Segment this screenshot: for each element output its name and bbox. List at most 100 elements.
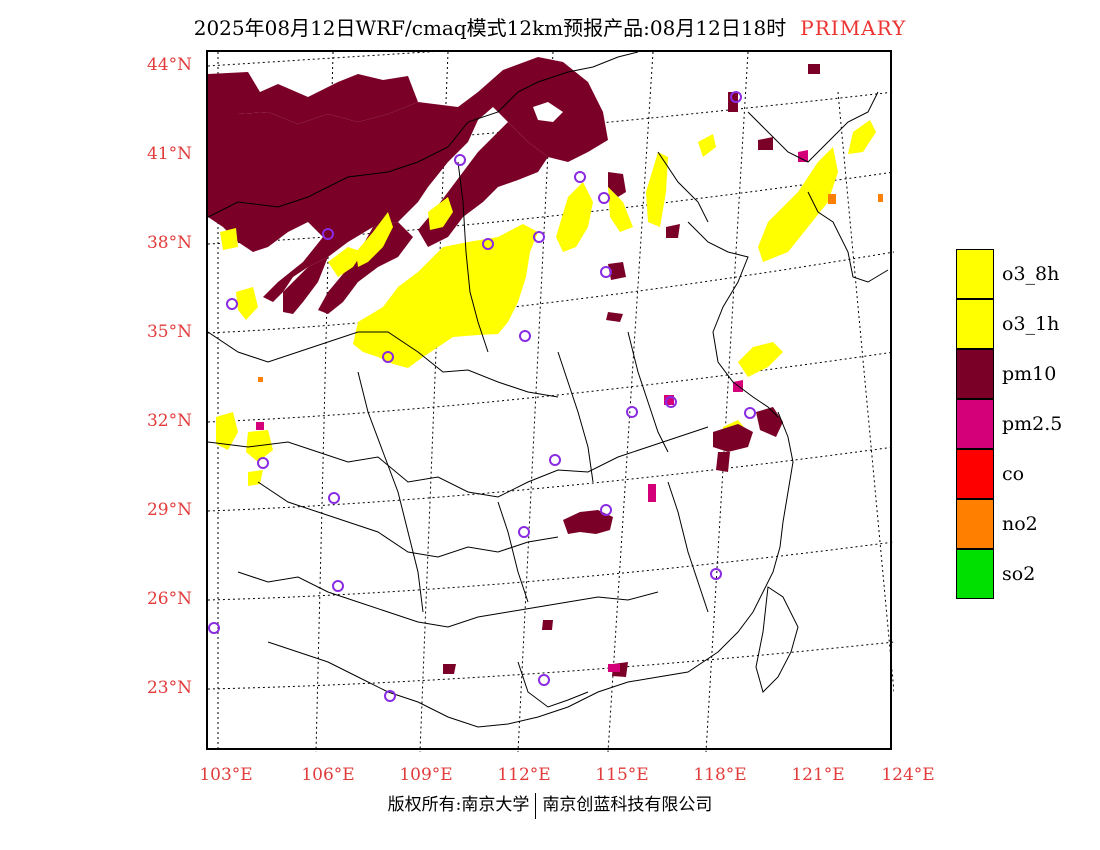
map-shape (208, 52, 639, 218)
lat-label-41N: 41°N (146, 144, 192, 164)
map-shape (208, 331, 559, 398)
station-marker (328, 492, 340, 504)
copyright-company: 南京创蓝科技有限公司 (542, 795, 713, 815)
map-shape (357, 371, 424, 613)
map-shape (220, 228, 238, 250)
map-shape (608, 187, 633, 232)
station-marker (519, 330, 531, 342)
map-shape (608, 172, 626, 197)
longitude-line (517, 52, 554, 752)
lon-label-112E: 112°E (497, 765, 551, 785)
legend-swatch (956, 249, 994, 299)
map-shape (758, 137, 773, 150)
station-marker (744, 407, 756, 419)
legend-swatch (956, 449, 994, 499)
station-marker (454, 154, 466, 166)
station-marker (574, 171, 586, 183)
pm10-region (208, 57, 626, 314)
station-marker (600, 266, 612, 278)
map-frame[interactable] (206, 50, 894, 752)
station-marker (208, 622, 220, 634)
map-shape (657, 151, 709, 223)
map-shape (698, 134, 716, 157)
station-markers (208, 91, 756, 702)
lon-label-109E: 109°E (399, 765, 453, 785)
map-shape (258, 377, 263, 382)
station-marker (626, 406, 638, 418)
pollutant-cells (256, 64, 883, 677)
map-shape (497, 501, 529, 603)
legend-swatch (956, 499, 994, 549)
station-marker (332, 580, 344, 592)
station-marker (382, 351, 394, 363)
legend-label: o3_8h (1002, 263, 1060, 285)
map-shape (236, 287, 258, 320)
map-shape (667, 481, 709, 613)
map-shape (646, 152, 668, 227)
longitude-line (607, 52, 654, 752)
map-shape (283, 257, 328, 314)
map-shape (798, 150, 808, 162)
map-shape (608, 664, 620, 672)
legend-label: pm2.5 (1002, 413, 1063, 435)
map-shape (713, 424, 753, 452)
lat-label-23N: 23°N (146, 678, 192, 698)
station-marker (482, 238, 494, 250)
map-shape (517, 661, 589, 708)
lat-label-38N: 38°N (146, 233, 192, 253)
map-shape (267, 411, 794, 728)
map-shape (248, 470, 263, 486)
lat-label-32N: 32°N (146, 411, 192, 431)
forecast-map[interactable] (208, 52, 894, 752)
map-shape (318, 222, 413, 314)
map-shape (443, 664, 456, 674)
map-shape (257, 481, 559, 558)
map-shape (608, 262, 626, 280)
station-marker (598, 192, 610, 204)
map-shape (542, 620, 553, 630)
map-shape (716, 452, 730, 472)
map-shape (208, 57, 608, 302)
legend-label: so2 (1002, 563, 1036, 585)
latitude-line (208, 52, 435, 67)
map-shape (557, 351, 594, 483)
legend-label: pm10 (1002, 363, 1057, 385)
legend-label: o3_1h (1002, 313, 1060, 335)
longitude-line (705, 52, 749, 752)
copyright-footer: 版权所有:南京大学 南京创蓝科技有限公司 (0, 790, 1100, 819)
lat-label-29N: 29°N (146, 500, 192, 520)
map-shape (256, 422, 264, 430)
station-marker (322, 228, 334, 240)
map-shape (747, 91, 879, 163)
station-marker (384, 690, 396, 702)
map-shape (807, 191, 889, 283)
map-shape (848, 120, 876, 154)
station-marker (518, 526, 530, 538)
latitude-line (208, 351, 894, 423)
legend-swatch (956, 549, 994, 599)
copyright-owner: 版权所有:南京大学 (387, 795, 530, 815)
map-shape (237, 571, 659, 628)
map-shape (457, 161, 489, 353)
map-shape (606, 312, 623, 322)
map-shape (208, 72, 418, 124)
map-shape (828, 194, 836, 204)
latitude-line (208, 446, 894, 512)
map-shape (428, 197, 453, 230)
map-shape (758, 147, 838, 262)
map-shape (533, 102, 563, 122)
primary-tag: PRIMARY (800, 16, 907, 40)
lat-label-44N: 44°N (146, 55, 192, 75)
lat-label-35N: 35°N (146, 322, 192, 342)
map-shape (687, 221, 779, 418)
legend-swatch (956, 349, 994, 399)
station-marker (538, 674, 550, 686)
station-marker (710, 568, 722, 580)
map-shape (356, 212, 393, 267)
map-shape (756, 407, 783, 437)
map-title: 2025年08月12日WRF/cmaq模式12km预报产品:08月12日18时 P… (0, 12, 1100, 41)
map-shape (627, 331, 669, 453)
longitude-line (837, 91, 894, 693)
o3-region (216, 120, 876, 486)
latitude-line (208, 641, 894, 690)
